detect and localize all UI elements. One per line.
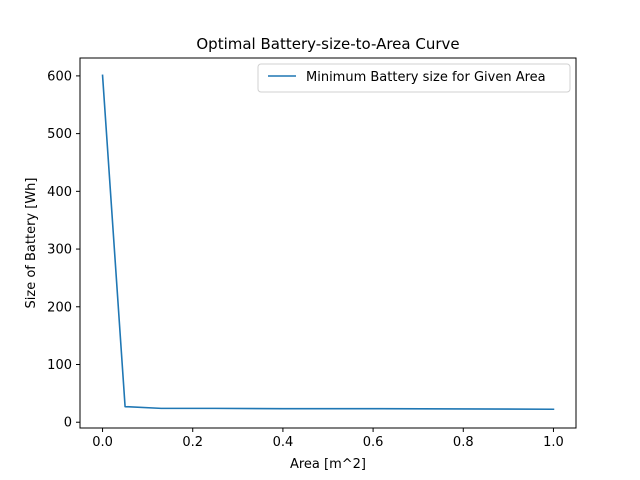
y-tick-label: 600 <box>47 69 72 84</box>
y-tick-label: 100 <box>47 358 72 373</box>
x-axis-ticks: 0.0 0.2 0.4 0.6 0.8 1.0 <box>92 428 564 450</box>
series-line <box>101 74 555 411</box>
chart-title: Optimal Battery-size-to-Area Curve <box>196 35 459 53</box>
y-tick-label: 400 <box>47 185 72 200</box>
x-tick-label: 0.6 <box>363 435 384 450</box>
y-tick-label: 0 <box>64 416 72 431</box>
x-tick-label: 1.0 <box>543 435 564 450</box>
y-tick-label: 200 <box>47 300 72 315</box>
plot-frame <box>79 57 577 429</box>
y-tick-label: 300 <box>47 243 72 258</box>
legend-box <box>257 63 571 93</box>
series-layer <box>101 74 555 411</box>
y-axis-label: Size of Battery [Wh] <box>24 178 39 309</box>
y-axis-ticks: 0 100 200 300 400 500 600 <box>47 69 80 431</box>
y-tick-label: 500 <box>47 127 72 142</box>
x-tick-label: 0.8 <box>453 435 474 450</box>
x-tick-label: 0.2 <box>182 435 203 450</box>
x-tick-label: 0.0 <box>92 435 113 450</box>
x-axis-label: Area [m^2] <box>290 457 366 472</box>
legend-entry: Minimum Battery size for Given Area <box>306 70 546 85</box>
plot-background <box>80 58 576 428</box>
legend: Minimum Battery size for Given Area <box>257 63 571 93</box>
x-tick-label: 0.4 <box>273 435 294 450</box>
